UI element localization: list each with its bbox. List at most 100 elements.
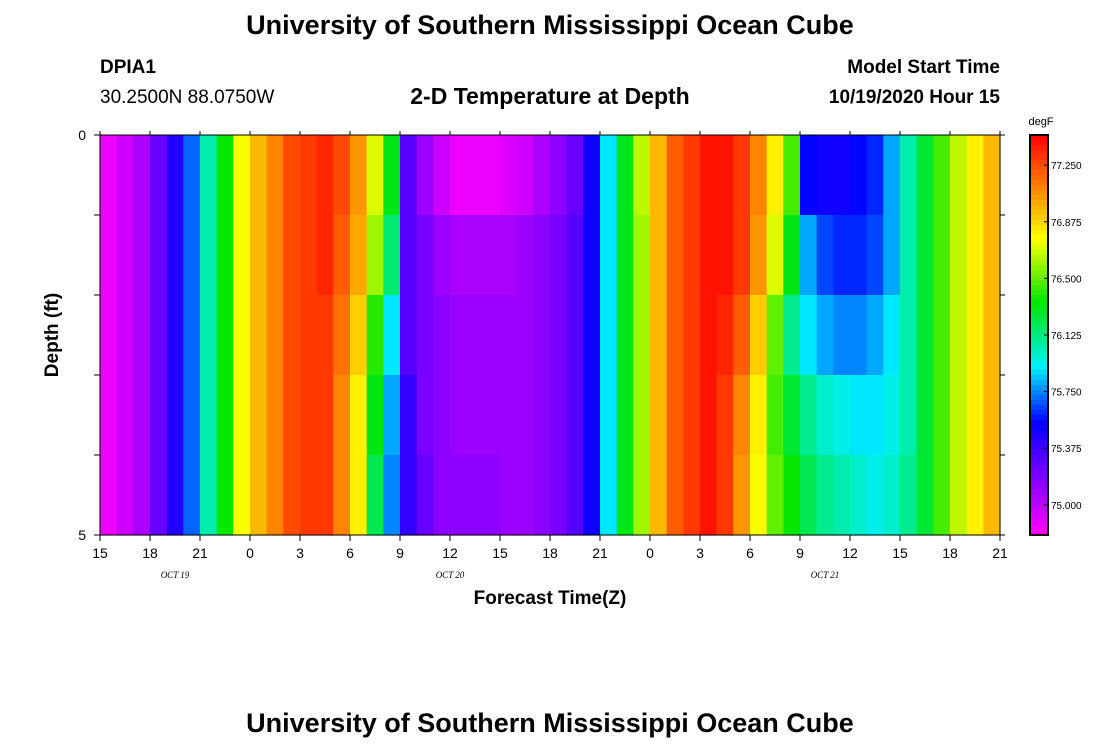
heatmap-cell bbox=[433, 295, 451, 376]
heatmap-cell bbox=[916, 375, 934, 456]
colorbar-tick-label: 75.375 bbox=[1051, 444, 1082, 455]
heatmap-cell bbox=[550, 215, 568, 296]
heatmap-cells bbox=[100, 135, 1001, 536]
heatmap-cell bbox=[450, 295, 468, 376]
colorbar-segment bbox=[1030, 520, 1048, 526]
x-tick-label: 0 bbox=[646, 545, 654, 561]
colorbar-segment bbox=[1030, 315, 1048, 321]
heatmap-cell bbox=[833, 135, 851, 216]
heatmap-cell bbox=[350, 135, 368, 216]
heatmap-cell bbox=[616, 135, 634, 216]
heatmap-cell bbox=[816, 375, 834, 456]
heatmap-cell bbox=[450, 455, 468, 536]
heatmap-cell bbox=[700, 215, 718, 296]
colorbar-segment bbox=[1030, 260, 1048, 266]
heatmap-cell bbox=[566, 455, 584, 536]
heatmap-cell bbox=[283, 455, 301, 536]
heatmap-cell bbox=[133, 295, 151, 376]
colorbar-segment bbox=[1030, 380, 1048, 386]
heatmap-cell bbox=[400, 455, 418, 536]
colorbar-segment bbox=[1030, 175, 1048, 181]
heatmap-cell bbox=[883, 135, 901, 216]
heatmap-cell bbox=[750, 455, 768, 536]
heatmap-cell bbox=[766, 455, 784, 536]
heatmap-cell bbox=[983, 135, 1001, 216]
heatmap-cell bbox=[583, 295, 601, 376]
heatmap-cell bbox=[783, 375, 801, 456]
colorbar-segment bbox=[1030, 180, 1048, 186]
heatmap-cell bbox=[600, 295, 618, 376]
heatmap-cell bbox=[250, 455, 268, 536]
heatmap-cell bbox=[333, 215, 351, 296]
colorbar-segment bbox=[1030, 300, 1048, 306]
x-tick-label: 6 bbox=[746, 545, 754, 561]
x-tick-label: 6 bbox=[346, 545, 354, 561]
heatmap-cell bbox=[383, 135, 401, 216]
heatmap-cell bbox=[333, 135, 351, 216]
heatmap-cell bbox=[183, 295, 201, 376]
heatmap-cell bbox=[116, 295, 134, 376]
colorbar-segment bbox=[1030, 530, 1048, 536]
colorbar-segment bbox=[1030, 500, 1048, 506]
heatmap-cell bbox=[300, 135, 318, 216]
heatmap-cell bbox=[466, 215, 484, 296]
heatmap-cell bbox=[833, 375, 851, 456]
heatmap-cell bbox=[500, 215, 518, 296]
colorbar-segment bbox=[1030, 155, 1048, 161]
x-axis-label: Forecast Time(Z) bbox=[474, 588, 627, 609]
heatmap-cell bbox=[133, 375, 151, 456]
heatmap-cell bbox=[450, 375, 468, 456]
x-axis: 15 18 21 0 3 6 9 12 15 18 21 0 3 6 9 12 15 18 21 bbox=[92, 131, 1008, 561]
colorbar-segment bbox=[1030, 190, 1048, 196]
heatmap-cell bbox=[216, 135, 234, 216]
heatmap-cell bbox=[950, 375, 968, 456]
heatmap-cell bbox=[716, 215, 734, 296]
heatmap-cell bbox=[233, 375, 251, 456]
heatmap-cell bbox=[850, 215, 868, 296]
heatmap-cell bbox=[366, 455, 384, 536]
colorbar-segment bbox=[1030, 240, 1048, 246]
heatmap-cell bbox=[450, 135, 468, 216]
heatmap-cell bbox=[900, 295, 918, 376]
colorbar-segment bbox=[1030, 320, 1048, 326]
heatmap-cell bbox=[266, 375, 284, 456]
colorbar-segment bbox=[1030, 355, 1048, 361]
colorbar-segment bbox=[1030, 410, 1048, 416]
colorbar-segment bbox=[1030, 250, 1048, 256]
heatmap-cell bbox=[916, 215, 934, 296]
heatmap-cell bbox=[600, 375, 618, 456]
heatmap-cell bbox=[533, 375, 551, 456]
heatmap-cell bbox=[516, 455, 534, 536]
heatmap-cell bbox=[866, 135, 884, 216]
heatmap-cell bbox=[650, 455, 668, 536]
heatmap-cell bbox=[216, 375, 234, 456]
heatmap-cell bbox=[100, 375, 118, 456]
colorbar-segment bbox=[1030, 415, 1048, 421]
colorbar-segment bbox=[1030, 245, 1048, 251]
heatmap-cell bbox=[400, 135, 418, 216]
x-tick-label: 0 bbox=[246, 545, 254, 561]
heatmap-cell bbox=[750, 135, 768, 216]
heatmap-cell bbox=[483, 455, 501, 536]
heatmap-cell bbox=[350, 215, 368, 296]
heatmap-cell bbox=[666, 455, 684, 536]
heatmap-cell bbox=[716, 295, 734, 376]
heatmap-cell bbox=[300, 455, 318, 536]
colorbar-segment bbox=[1030, 505, 1048, 511]
heatmap-cell bbox=[433, 455, 451, 536]
colorbar-segment bbox=[1030, 405, 1048, 411]
heatmap-cell bbox=[950, 135, 968, 216]
heatmap-cell bbox=[850, 375, 868, 456]
heatmap-cell bbox=[466, 375, 484, 456]
heatmap-cell bbox=[666, 375, 684, 456]
heatmap-cell bbox=[333, 455, 351, 536]
heatmap-cell bbox=[600, 215, 618, 296]
colorbar-segment bbox=[1030, 365, 1048, 371]
colorbar-segment bbox=[1030, 235, 1048, 241]
heatmap-cell bbox=[200, 455, 218, 536]
colorbar-segment bbox=[1030, 150, 1048, 156]
heatmap-cell bbox=[466, 295, 484, 376]
heatmap-cell bbox=[983, 375, 1001, 456]
heatmap-cell bbox=[866, 455, 884, 536]
heatmap-cell bbox=[283, 135, 301, 216]
